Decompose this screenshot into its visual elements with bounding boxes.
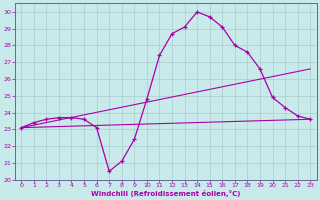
X-axis label: Windchill (Refroidissement éolien,°C): Windchill (Refroidissement éolien,°C) xyxy=(91,190,240,197)
